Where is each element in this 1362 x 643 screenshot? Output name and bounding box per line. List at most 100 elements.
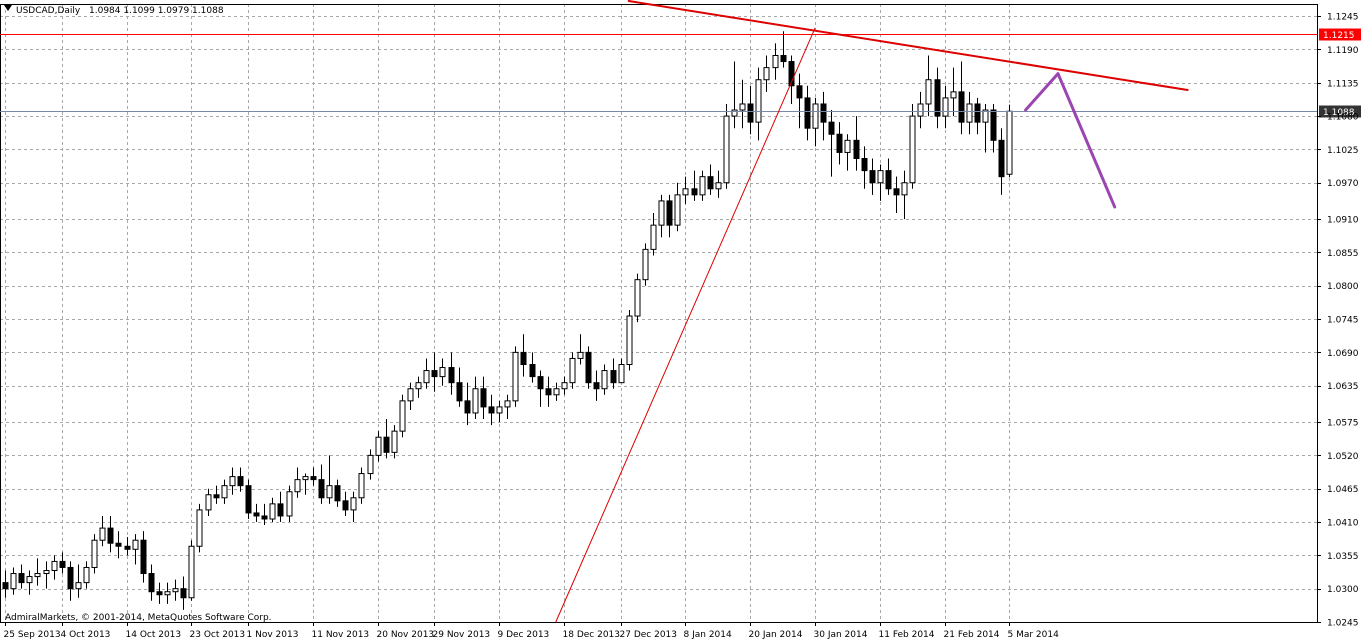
candle [691, 170, 698, 201]
y-tick-label: 1.0575 [1327, 419, 1359, 429]
candle [350, 491, 357, 523]
candle [974, 97, 981, 135]
y-axis: 1.1245 1.1190 1.1135 1.1080 1.1025 1.0970 1.09… [1317, 13, 1359, 629]
y-tick-label: 1.0745 [1327, 316, 1359, 326]
candle [423, 358, 430, 389]
candle-body [828, 121, 835, 135]
candle [674, 182, 681, 232]
candle [67, 561, 74, 601]
candle [383, 419, 390, 459]
candle [480, 376, 487, 420]
y-tick-label: 1.1245 [1327, 13, 1359, 23]
candle-body [277, 503, 284, 517]
candle-body [75, 582, 82, 590]
candle-body [456, 382, 463, 402]
candle-body [990, 109, 997, 141]
candle-body [237, 476, 244, 487]
candle [148, 564, 155, 601]
candle [196, 503, 203, 553]
candle-body [391, 430, 398, 453]
candle [853, 116, 860, 171]
candle-body [601, 370, 608, 390]
chart-menu-triangle-icon[interactable] [4, 5, 12, 11]
candle [10, 567, 17, 595]
candle-body [739, 103, 746, 111]
candle [577, 334, 584, 365]
candle-body [99, 527, 106, 541]
candle [950, 67, 957, 117]
candle [99, 515, 106, 547]
candle [75, 564, 82, 598]
candle-body [650, 224, 657, 250]
x-tick-label: 25 Sep 2013 [4, 630, 61, 640]
candle-body [982, 109, 989, 123]
candle [658, 194, 665, 238]
candle [699, 170, 706, 201]
candle [496, 400, 503, 423]
x-tick-label: 11 Nov 2013 [312, 630, 370, 640]
candle [569, 352, 576, 389]
candle-body [407, 388, 414, 402]
candle [512, 346, 519, 407]
candle [998, 128, 1005, 195]
y-tick-label: 1.0800 [1327, 282, 1359, 292]
candle [253, 503, 260, 523]
candle [140, 531, 147, 583]
candle [472, 376, 479, 420]
candle [666, 194, 673, 238]
x-tick-label: 14 Oct 2013 [126, 630, 182, 640]
candle [431, 352, 438, 392]
candle-body [804, 97, 811, 129]
candle [650, 213, 657, 256]
x-tick-label: 9 Dec 2013 [498, 630, 550, 640]
candle-body [885, 170, 892, 190]
candle-body [585, 351, 592, 384]
candle [51, 555, 58, 580]
candle-body [318, 479, 325, 499]
candle [107, 515, 114, 553]
candle [820, 91, 827, 141]
candle-body [901, 182, 908, 196]
y-tick-label: 1.0855 [1327, 249, 1359, 259]
candle-body [310, 476, 317, 481]
candle [966, 91, 973, 135]
candle [237, 467, 244, 492]
candle-body [763, 67, 770, 81]
candle [286, 485, 293, 523]
candle-body [844, 139, 851, 153]
candle [869, 158, 876, 195]
candle [812, 97, 819, 147]
candle-body [91, 539, 98, 568]
x-tick-label: 4 Oct 2013 [61, 630, 111, 640]
candle [18, 564, 25, 589]
candle-body [367, 454, 374, 475]
candle-body [634, 279, 641, 317]
candle-body [480, 388, 487, 408]
candle [115, 531, 122, 559]
candle [925, 55, 932, 117]
candle [634, 273, 641, 323]
y-tick-label: 1.0635 [1327, 382, 1359, 392]
candle [877, 164, 884, 201]
candle [804, 85, 811, 141]
candle [610, 358, 617, 389]
candle [180, 576, 187, 610]
x-tick-label: 5 Mar 2014 [1008, 630, 1060, 640]
y-tick-label: 1.0520 [1327, 452, 1359, 462]
candle-body [213, 494, 220, 499]
ohlc-values: 1.0984 1.1099 1.0979 1.1088 [89, 6, 224, 16]
candle-body [302, 476, 309, 481]
candle [43, 561, 50, 589]
candles [2, 31, 1013, 610]
candle [342, 491, 349, 516]
candle-body [715, 182, 722, 190]
candle [828, 110, 835, 177]
candle [156, 582, 163, 604]
x-tick-label: 11 Feb 2014 [879, 630, 935, 640]
candle-body [221, 485, 228, 499]
descending-trendline [627, 0, 1189, 92]
candle-body [674, 194, 681, 226]
candle-body [375, 436, 382, 456]
candle [982, 103, 989, 153]
